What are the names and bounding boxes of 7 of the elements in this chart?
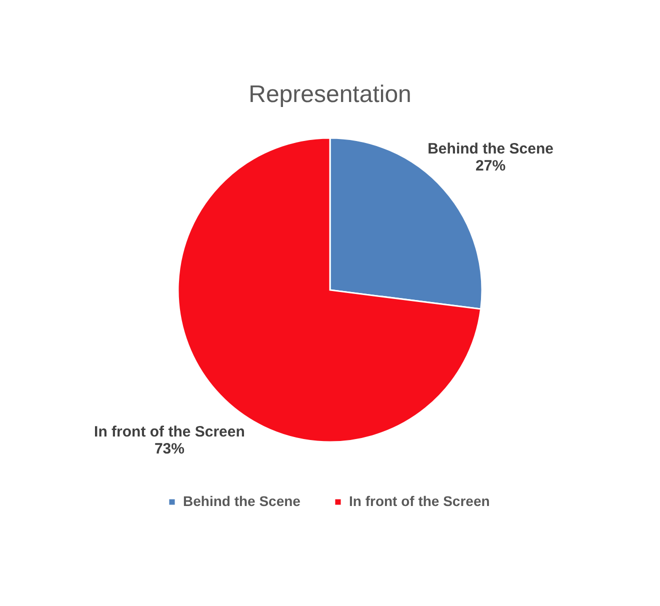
slice-label: In front of the Screen [94,424,245,441]
chart-title: Representation [248,81,412,108]
slice-label: Behind the Scene [428,140,554,158]
data-label: 73% [154,440,184,458]
legend-label: In front of the Screen [349,493,490,509]
legend-label: Behind the Scene [183,493,301,509]
data-label: 27% [476,157,506,174]
